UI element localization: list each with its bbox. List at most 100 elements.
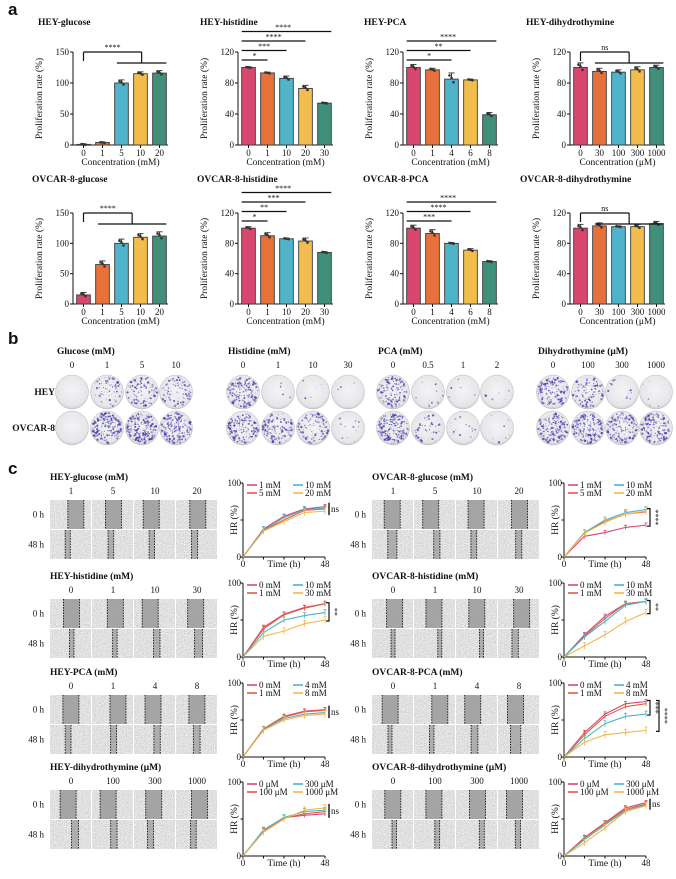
colony xyxy=(491,415,493,417)
colony xyxy=(178,432,181,435)
colony xyxy=(391,398,394,401)
colony xyxy=(555,430,558,432)
colony xyxy=(593,391,596,394)
colony xyxy=(583,439,587,443)
colony xyxy=(583,396,585,398)
scratch-image-48 h xyxy=(498,629,539,658)
colony xyxy=(595,380,598,383)
colony xyxy=(110,403,112,405)
x-tick-label: 6 xyxy=(468,307,473,317)
colony xyxy=(386,389,388,392)
colony xyxy=(542,425,544,427)
colony xyxy=(140,389,142,392)
colony xyxy=(277,415,279,416)
colony xyxy=(287,421,290,423)
replicate-dot xyxy=(429,229,432,233)
colony xyxy=(384,423,386,425)
colony xyxy=(653,423,656,425)
colony xyxy=(173,437,176,440)
colony xyxy=(554,397,556,399)
cell-texture xyxy=(92,530,133,559)
colony xyxy=(392,414,395,417)
colony xyxy=(96,380,99,383)
colony xyxy=(148,402,150,404)
colony xyxy=(232,393,234,395)
replicate-dot xyxy=(596,68,599,71)
colony xyxy=(553,421,555,424)
colony xyxy=(137,423,139,426)
colony xyxy=(644,417,646,419)
colony xyxy=(279,427,282,429)
significance-label: * xyxy=(253,213,257,222)
plate-well xyxy=(376,374,410,410)
colony xyxy=(243,387,245,389)
colony xyxy=(133,433,134,435)
colony xyxy=(396,423,399,425)
colony xyxy=(579,429,582,432)
colony xyxy=(235,393,236,395)
colony xyxy=(415,431,417,434)
colony xyxy=(659,421,661,422)
colony xyxy=(323,424,325,426)
colony xyxy=(143,429,146,431)
cell-texture xyxy=(92,820,133,849)
colony xyxy=(612,415,615,417)
colony xyxy=(664,424,667,427)
colony xyxy=(552,402,554,405)
replicate-dot xyxy=(321,250,324,254)
cell-texture xyxy=(498,530,539,559)
colony xyxy=(164,435,166,437)
colony xyxy=(247,386,249,389)
colony xyxy=(642,383,644,385)
colony xyxy=(246,394,248,397)
colony xyxy=(383,420,386,423)
plate-well xyxy=(639,374,673,410)
colony xyxy=(272,425,274,428)
time-label: 0 h xyxy=(33,510,45,520)
colony xyxy=(648,423,651,426)
plate-well xyxy=(261,374,295,410)
colony xyxy=(255,392,256,394)
colony xyxy=(309,418,312,421)
colony xyxy=(550,399,552,400)
x-axis-label: Concentration (μM) xyxy=(579,157,655,168)
colony xyxy=(587,435,589,438)
colony xyxy=(442,391,444,392)
colony xyxy=(393,428,395,429)
colony xyxy=(597,427,599,430)
colony xyxy=(110,419,113,422)
scratch-image-0 h xyxy=(372,500,413,529)
colony xyxy=(253,427,255,429)
colony xyxy=(249,403,252,407)
colony xyxy=(136,395,138,398)
colony xyxy=(395,422,397,424)
scratch-image-0 h xyxy=(414,599,455,628)
colony xyxy=(248,378,250,380)
colony xyxy=(634,433,636,435)
x-tick-label: 30 xyxy=(595,307,605,317)
colony xyxy=(315,433,317,435)
colony xyxy=(312,414,314,417)
colony xyxy=(591,413,594,416)
colony xyxy=(255,385,258,389)
colony xyxy=(389,414,391,416)
colony xyxy=(140,438,143,441)
y-tick-label: 150 xyxy=(56,208,70,218)
cell-texture xyxy=(372,629,413,658)
concentration-label: 10 xyxy=(309,360,319,370)
chart-title: HEY-PCA xyxy=(364,18,407,28)
colony xyxy=(398,389,400,390)
colony xyxy=(619,414,622,417)
colony xyxy=(305,414,308,416)
colony xyxy=(555,420,557,423)
colony xyxy=(591,385,593,387)
scratch-image-48 h xyxy=(414,629,455,658)
x-tick-label: 1000 xyxy=(648,148,667,158)
colony xyxy=(289,396,291,399)
colony xyxy=(139,386,142,389)
colony xyxy=(593,413,595,415)
colony xyxy=(377,423,381,427)
